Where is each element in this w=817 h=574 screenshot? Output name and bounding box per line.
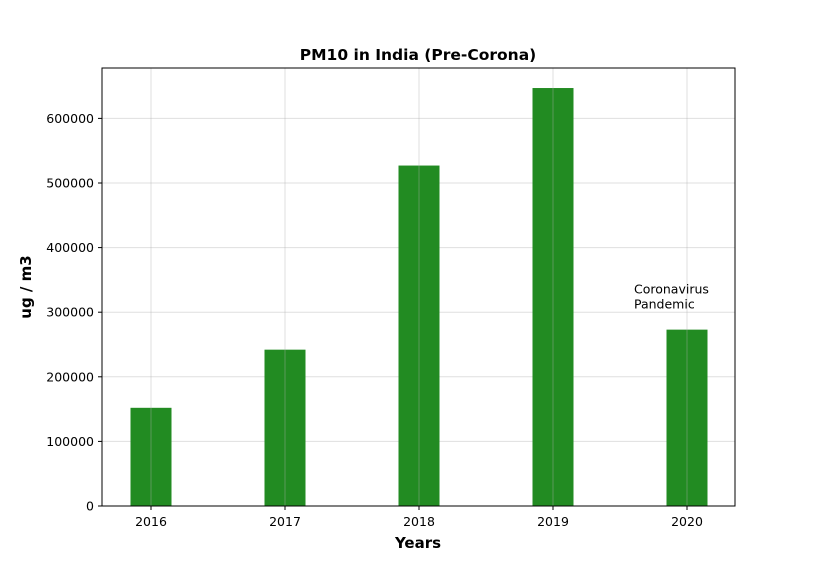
y-tick-label: 200000 <box>46 369 94 384</box>
x-tick-label: 2018 <box>403 514 435 529</box>
x-tick-label: 2020 <box>671 514 703 529</box>
bar-2017 <box>264 349 306 506</box>
annotation-text: Pandemic <box>634 297 695 312</box>
y-axis-label: ug / m3 <box>17 255 35 318</box>
vertical-grid-layer <box>150 68 688 506</box>
bar-2018 <box>398 165 440 506</box>
y-tick-label: 600000 <box>46 111 94 126</box>
y-tick-label: 100000 <box>46 434 94 449</box>
bars-layer <box>130 88 708 506</box>
annotation-text: Coronavirus <box>634 282 709 297</box>
bar-2016 <box>130 407 172 506</box>
x-tick-label: 2017 <box>269 514 301 529</box>
x-tick-label: 2016 <box>135 514 167 529</box>
chart-title: PM10 in India (Pre-Corona) <box>300 46 537 64</box>
y-tick-label: 0 <box>86 499 94 514</box>
x-axis-label: Years <box>394 534 441 552</box>
ticks-layer: 0 100000 200000 300000 400000 500000 600000 201… <box>46 111 703 529</box>
y-tick-label: 300000 <box>46 305 94 320</box>
y-tick-label: 500000 <box>46 175 94 190</box>
y-tick-label: 400000 <box>46 240 94 255</box>
x-tick-label: 2019 <box>537 514 569 529</box>
bar-2019 <box>532 88 574 506</box>
bar-2020 <box>666 329 708 506</box>
